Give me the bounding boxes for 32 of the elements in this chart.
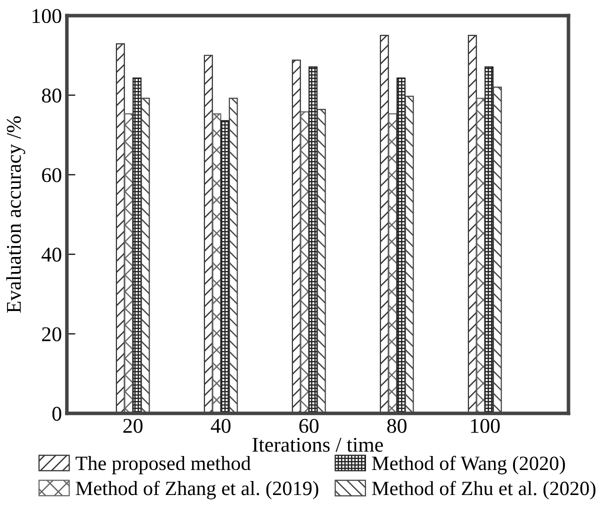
bar [212,113,222,414]
x-tick-label: 40 [210,418,230,433]
bar [292,60,301,414]
bar [220,120,230,414]
bar [484,66,494,414]
legend-label: Method of Wang (2020) [372,456,565,474]
bar [388,113,398,414]
x-tick-label: 20 [123,418,142,433]
bar [132,78,142,414]
x-tick-label: 80 [387,418,406,433]
y-tick-label: 20 [42,327,62,342]
bar [300,111,310,414]
x-tick-label: 60 [299,418,318,433]
y-tick-label: 40 [42,248,62,262]
bar [476,98,486,414]
legend-label: Method of Zhang et al. (2019) [76,480,318,500]
legend-label: Method of Zhu et al. (2020) [372,480,596,500]
bar [468,34,477,414]
y-tick-label: 80 [42,88,62,103]
y-axis-title: Evaluation accuracy /% [6,116,26,313]
bar [124,113,134,414]
y-tick-label: 60 [42,168,62,182]
legend-label: The proposed method [76,456,251,474]
x-axis-title: Iterations / time [252,438,383,452]
bar [308,66,318,414]
y-tick-label: 0 [52,406,62,421]
bar [380,34,389,414]
bar [116,43,125,414]
y-tick-label: 100 [32,8,62,24]
bar [396,78,406,414]
x-tick-label: 100 [471,418,500,433]
bar [204,54,213,414]
